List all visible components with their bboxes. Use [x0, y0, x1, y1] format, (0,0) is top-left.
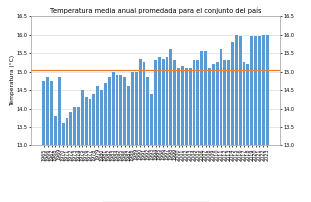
Bar	[189, 68, 192, 145]
Bar	[58, 77, 61, 145]
Bar	[69, 112, 72, 145]
Bar	[66, 118, 68, 145]
Bar	[100, 90, 103, 145]
Bar	[250, 37, 253, 145]
Bar	[239, 37, 242, 145]
Bar	[223, 60, 226, 145]
Bar	[54, 116, 57, 145]
Bar	[92, 94, 95, 145]
Bar	[231, 42, 234, 145]
Bar	[177, 68, 180, 145]
Bar	[181, 66, 184, 145]
Title: Temperatura media anual promedada para el conjunto del país: Temperatura media anual promedada para e…	[50, 8, 261, 14]
Bar	[204, 51, 207, 145]
Bar	[96, 86, 99, 145]
Bar	[46, 77, 49, 145]
Bar	[135, 72, 138, 145]
Bar	[173, 60, 176, 145]
Bar	[127, 86, 130, 145]
Bar	[139, 59, 142, 145]
Bar	[185, 68, 188, 145]
Bar	[193, 60, 195, 145]
Bar	[165, 57, 169, 145]
Bar	[108, 77, 111, 145]
Bar	[50, 81, 53, 145]
Bar	[208, 68, 211, 145]
Bar	[104, 83, 107, 145]
Bar	[216, 62, 219, 145]
Bar	[154, 60, 157, 145]
Bar	[73, 107, 76, 145]
Bar	[254, 37, 257, 145]
Bar	[62, 123, 65, 145]
Bar	[85, 97, 88, 145]
Bar	[197, 60, 199, 145]
Bar	[89, 99, 91, 145]
Bar	[131, 72, 134, 145]
Bar	[77, 107, 80, 145]
Bar	[262, 35, 265, 145]
Y-axis label: Temperatura (°C): Temperatura (°C)	[10, 55, 15, 106]
Bar	[146, 77, 149, 145]
Bar	[158, 57, 161, 145]
Bar	[212, 64, 215, 145]
Bar	[162, 59, 165, 145]
Bar	[200, 51, 203, 145]
Bar	[246, 64, 249, 145]
Bar	[42, 81, 45, 145]
Bar	[119, 75, 122, 145]
Bar	[220, 49, 222, 145]
Bar	[112, 72, 114, 145]
Bar	[116, 75, 118, 145]
Bar	[266, 35, 269, 145]
Bar	[150, 94, 153, 145]
Bar	[142, 62, 146, 145]
Bar	[258, 37, 261, 145]
Bar	[169, 49, 172, 145]
Bar	[243, 62, 245, 145]
Bar	[235, 35, 238, 145]
Bar	[81, 90, 84, 145]
Bar	[227, 60, 230, 145]
Bar	[123, 77, 126, 145]
